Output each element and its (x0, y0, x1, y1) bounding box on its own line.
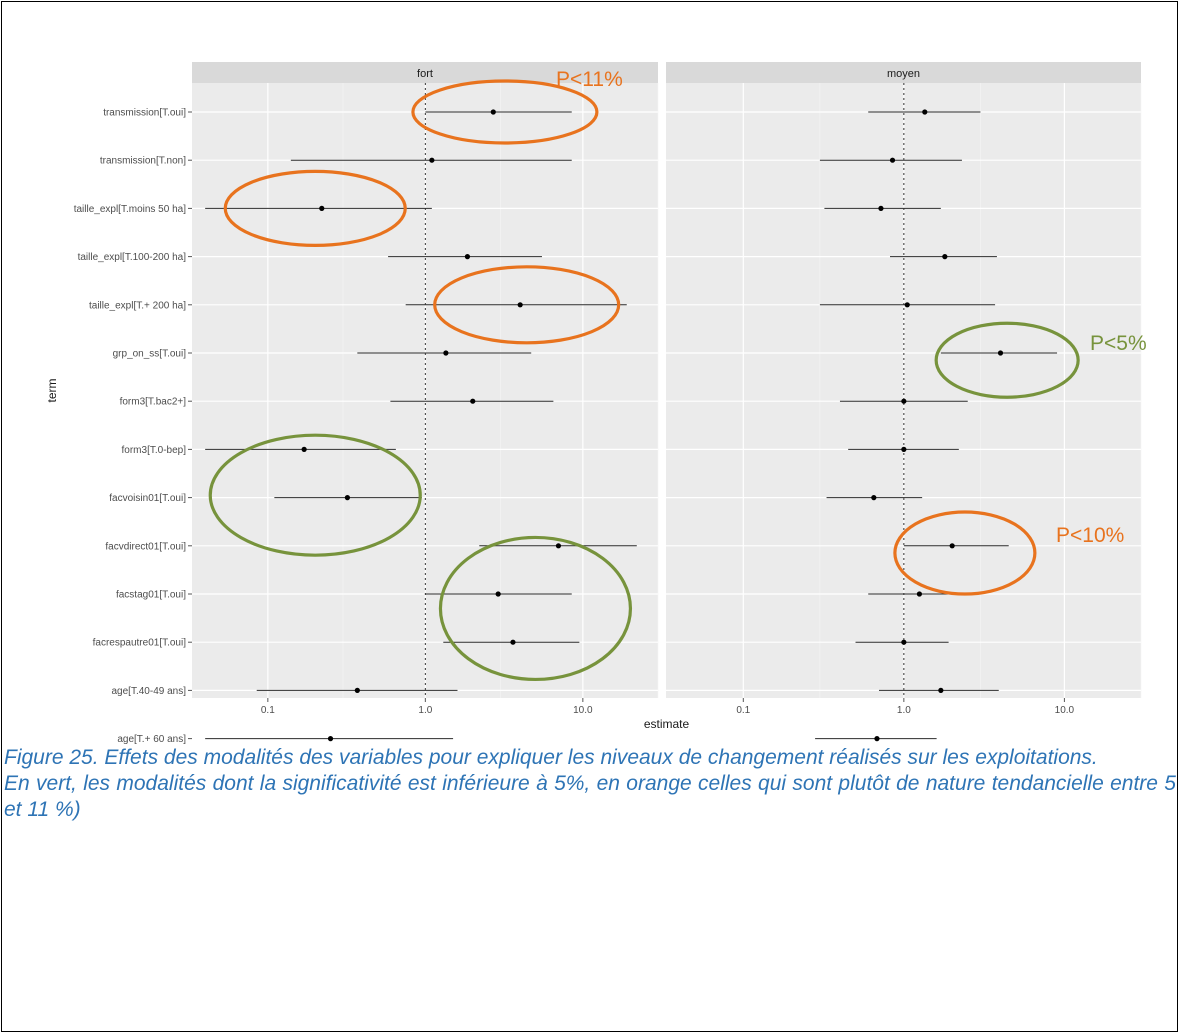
estimate-point (874, 736, 880, 742)
significance-label: P<5% (1090, 332, 1146, 355)
estimate-point (997, 350, 1004, 356)
y-tick-label: facrespautre01[T.oui] (93, 638, 187, 649)
y-tick-label: taille_expl[T.+ 200 ha] (89, 300, 186, 311)
significance-ellipse-orange (223, 169, 407, 247)
y-tick-label: age[T.40-49 ans] (112, 686, 187, 697)
facet-strip-label: moyen (887, 68, 920, 80)
caption-note: En vert, les modalités dont la significa… (4, 772, 1176, 821)
x-tick-label: 10.0 (573, 705, 593, 716)
estimate-point (901, 398, 907, 404)
estimate-point (938, 687, 944, 694)
estimate-point (470, 398, 476, 404)
estimate-point (555, 543, 562, 549)
y-tick-label: facvoisin01[T.oui] (109, 493, 186, 504)
estimate-point (354, 687, 360, 694)
estimate-point (901, 639, 907, 645)
significance-label: P<10% (1056, 524, 1124, 547)
significance-ellipse-orange (411, 79, 599, 145)
significance-ellipse-orange (433, 265, 621, 345)
significance-ellipse-orange (893, 510, 1037, 596)
x-tick-label: 1.0 (897, 705, 911, 716)
estimate-point (901, 446, 907, 452)
estimate-point (344, 495, 351, 501)
estimate-point (464, 254, 471, 260)
y-tick-label: facvdirect01[T.oui] (105, 541, 186, 552)
y-tick-label: transmission[T.non] (100, 156, 186, 167)
estimate-point (878, 205, 884, 211)
estimate-point (922, 109, 928, 115)
caption-title: Figure 25. Effets des modalités des vari… (4, 746, 1098, 769)
significance-ellipse-green (208, 433, 422, 557)
y-tick-label: taille_expl[T.100-200 ha] (78, 252, 187, 263)
x-tick-label: 1.0 (418, 705, 432, 716)
estimate-point (490, 109, 496, 115)
estimate-point (495, 591, 501, 597)
estimate-point (327, 736, 334, 742)
y-axis-title: term (45, 378, 59, 402)
significance-ellipse-green (934, 321, 1080, 399)
figure-caption: Figure 25. Effets des modalités des vari… (4, 745, 1176, 823)
y-tick-label: form3[T.0-bep] (122, 445, 187, 456)
y-tick-label: transmission[T.oui] (103, 108, 186, 119)
significance-label: P<11% (556, 68, 623, 91)
estimate-point (904, 302, 910, 308)
panel-fort: fort 0.1 1.0 10.0 (192, 62, 659, 742)
y-tick-label: form3[T.bac2+] (120, 397, 187, 408)
facet-strip-label: fort (417, 68, 433, 80)
estimate-point (942, 254, 948, 260)
estimate-point (517, 302, 523, 308)
panel-moyen: moyen 0.1 1.0 10.0 (666, 62, 1142, 742)
estimate-point (916, 591, 923, 597)
y-tick-label: facstag01[T.oui] (116, 590, 186, 601)
coefficient-plot: fort 0.1 1.0 10.0 moyen 0.1 1.0 10.0 transmissio… (36, 56, 1146, 744)
significance-ellipse-green (438, 535, 633, 682)
y-tick-label: taille_expl[T.moins 50 ha] (74, 204, 187, 215)
facet-strip (192, 62, 658, 83)
x-axis-title: estimate (644, 717, 690, 731)
x-tick-label: 0.1 (261, 705, 275, 716)
y-tick-label: grp_on_ss[T.oui] (113, 349, 187, 360)
estimate-point (429, 157, 435, 163)
x-tick-label: 0.1 (736, 705, 750, 716)
x-tick-label: 10.0 (1055, 705, 1075, 716)
y-tick-label: age[T.+ 60 ans] (117, 734, 186, 744)
estimate-point (871, 495, 877, 501)
facet-strip (666, 62, 1141, 83)
estimate-point (889, 157, 896, 163)
estimate-point (319, 205, 325, 211)
estimate-point (510, 639, 516, 645)
estimate-point (443, 350, 449, 356)
estimate-point (949, 543, 955, 549)
estimate-point (301, 446, 307, 452)
